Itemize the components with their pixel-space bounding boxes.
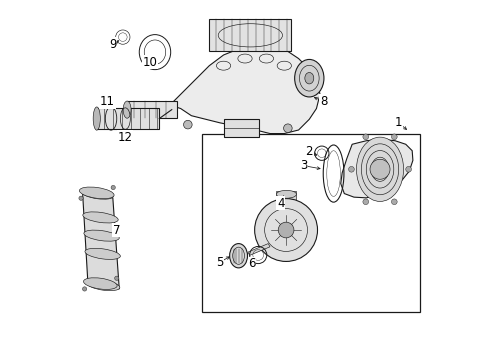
Polygon shape [276,191,296,200]
Text: 4: 4 [277,197,285,210]
Text: 12: 12 [118,131,133,144]
Circle shape [82,287,87,291]
Polygon shape [170,48,320,134]
Text: 1: 1 [395,116,402,129]
Circle shape [115,276,119,280]
Text: 7: 7 [113,224,120,237]
Ellipse shape [230,244,247,268]
Circle shape [370,159,390,179]
Circle shape [284,124,292,132]
Ellipse shape [85,248,121,260]
Circle shape [392,199,397,204]
Circle shape [363,134,368,140]
Ellipse shape [123,101,131,118]
Polygon shape [223,119,259,137]
Ellipse shape [83,278,117,289]
Circle shape [79,196,83,201]
Ellipse shape [82,189,113,199]
Circle shape [363,199,368,204]
Ellipse shape [93,107,100,130]
Ellipse shape [84,230,119,241]
Circle shape [406,166,412,172]
Text: 6: 6 [248,257,256,270]
Circle shape [184,120,192,129]
Ellipse shape [356,137,404,202]
Bar [202,134,420,312]
Ellipse shape [87,280,120,291]
Ellipse shape [294,59,324,97]
Text: 9: 9 [109,38,117,51]
Ellipse shape [79,187,114,199]
Text: 11: 11 [100,95,115,108]
Polygon shape [248,244,270,255]
Text: 5: 5 [216,256,223,269]
Polygon shape [82,191,119,289]
Circle shape [348,166,354,172]
Text: 2: 2 [306,145,313,158]
Circle shape [111,185,115,190]
Circle shape [278,222,294,238]
Circle shape [392,134,397,140]
Text: 3: 3 [300,159,308,172]
Ellipse shape [276,190,296,198]
Ellipse shape [305,72,314,84]
Text: 10: 10 [143,55,158,69]
Text: 8: 8 [320,95,327,108]
Polygon shape [209,19,292,51]
Ellipse shape [83,212,118,223]
Circle shape [255,199,318,261]
Polygon shape [97,108,159,129]
Polygon shape [341,139,413,198]
Polygon shape [127,102,177,118]
